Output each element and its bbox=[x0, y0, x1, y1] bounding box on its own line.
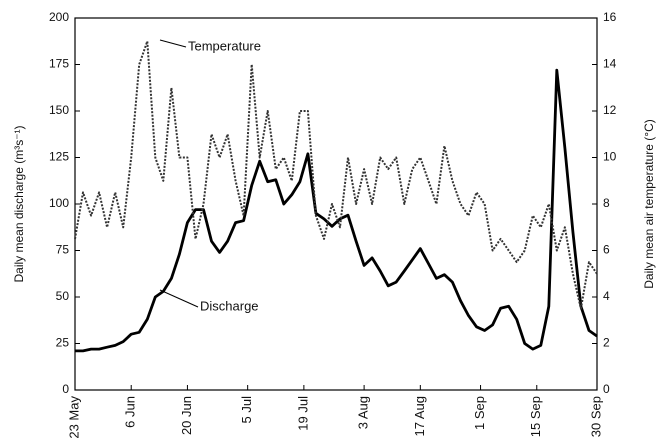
y2-tick-label: 6 bbox=[603, 243, 610, 257]
y-tick-label: 150 bbox=[49, 103, 69, 117]
x-tick-label: 19 Jul bbox=[295, 396, 310, 431]
temperature-line bbox=[74, 40, 598, 310]
y-tick-label: 125 bbox=[49, 150, 69, 164]
y-tick-label: 75 bbox=[56, 243, 70, 257]
x-tick-label: 17 Aug bbox=[412, 396, 427, 437]
x-tick-label: 15 Sep bbox=[528, 396, 543, 437]
y2-tick-label: 4 bbox=[603, 289, 610, 303]
y2-tick-label: 16 bbox=[603, 10, 617, 24]
y-tick-label: 25 bbox=[56, 336, 70, 350]
y2-tick-label: 14 bbox=[603, 57, 617, 71]
y2-tick-label: 8 bbox=[603, 196, 610, 210]
y-tick-label: 50 bbox=[56, 289, 70, 303]
y-tick-label: 100 bbox=[49, 196, 69, 210]
y2-tick-label: 0 bbox=[603, 382, 610, 396]
x-tick-label: 1 Sep bbox=[472, 396, 487, 430]
x-tick-label: 6 Jun bbox=[123, 396, 138, 428]
y2-tick-label: 2 bbox=[603, 336, 610, 350]
annotation-leader bbox=[159, 289, 199, 308]
x-tick-label: 20 Jun bbox=[179, 396, 194, 435]
y-axis-label: Daily mean discharge (m³s⁻¹) bbox=[12, 125, 26, 282]
x-tick-label: 30 Sep bbox=[588, 396, 603, 437]
x-tick-label: 5 Jul bbox=[239, 396, 254, 424]
annotation: Discharge bbox=[200, 298, 259, 313]
y2-tick-label: 12 bbox=[603, 103, 617, 117]
annotation: Temperature bbox=[188, 38, 261, 53]
y-tick-label: 200 bbox=[49, 10, 69, 24]
annotation-leader bbox=[159, 39, 187, 48]
y-tick-label: 0 bbox=[62, 382, 69, 396]
discharge-line bbox=[75, 68, 598, 353]
x-tick-label: 23 May bbox=[66, 396, 81, 439]
y2-axis-label: Daily mean air temperature (°C) bbox=[642, 119, 656, 289]
y-tick-label: 175 bbox=[49, 57, 69, 71]
plot-frame bbox=[74, 17, 598, 391]
x-tick-label: 3 Aug bbox=[356, 396, 371, 429]
y2-tick-label: 10 bbox=[603, 150, 617, 164]
